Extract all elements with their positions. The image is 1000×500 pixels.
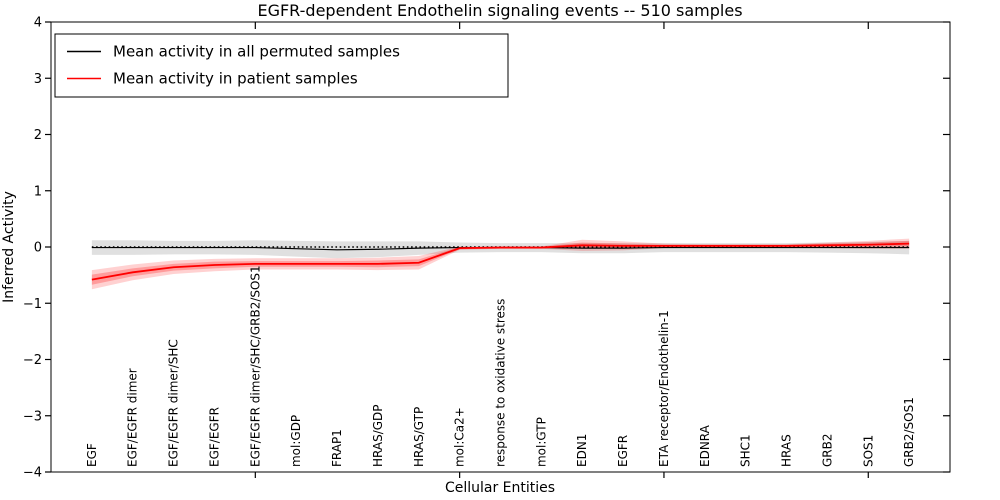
x-category-label: EDNRA bbox=[698, 424, 712, 467]
x-category-label: GRB2 bbox=[820, 433, 834, 467]
legend: Mean activity in all permuted samples Me… bbox=[54, 33, 509, 98]
x-category-label: HRAS/GDP bbox=[371, 404, 385, 467]
y-tick-label: 4 bbox=[34, 16, 42, 31]
x-category-label: EGF/EGFR dimer bbox=[126, 368, 140, 467]
x-category-label: ETA receptor/Endothelin-1 bbox=[657, 310, 671, 467]
permuted-confidence-band bbox=[91, 240, 910, 259]
y-tick-label: −3 bbox=[23, 409, 42, 424]
x-category-label: HRAS bbox=[780, 434, 794, 467]
patient-mean-line bbox=[91, 242, 910, 281]
y-tick-label: −2 bbox=[23, 353, 42, 368]
y-tick-label: 0 bbox=[34, 241, 42, 256]
plot-border bbox=[50, 21, 951, 473]
x-category-label: EGFR bbox=[616, 435, 630, 467]
x-category-label: HRAS/GTP bbox=[412, 407, 426, 467]
x-category-label: response to oxidative stress bbox=[494, 299, 508, 467]
x-category-label: EGF bbox=[85, 443, 99, 467]
y-tick-label: −4 bbox=[23, 466, 42, 481]
legend-permuted-label: Mean activity in all permuted samples bbox=[113, 43, 400, 61]
x-category-label: SHC1 bbox=[739, 434, 753, 467]
x-category-label: mol:Ca2+ bbox=[453, 407, 467, 467]
x-axis-label: Cellular Entities bbox=[445, 480, 555, 496]
y-tick-label: 3 bbox=[34, 72, 42, 87]
x-category-label: mol:GTP bbox=[534, 417, 548, 467]
y-axis-label: Inferred Activity bbox=[1, 191, 17, 303]
y-tick-label: 2 bbox=[34, 128, 42, 143]
x-category-label: SOS1 bbox=[861, 435, 875, 467]
x-category-label: EDN1 bbox=[575, 434, 589, 467]
x-category-label: EGF/EGFR dimer/SHC bbox=[167, 339, 181, 467]
chart-title: EGFR-dependent Endothelin signaling even… bbox=[257, 1, 742, 20]
x-category-label: mol:GDP bbox=[289, 415, 303, 467]
x-category-label: EGF/EGFR bbox=[207, 407, 221, 467]
x-category-label: EGF/EGFR dimer/SHC/GRB2/SOS1 bbox=[248, 265, 262, 467]
x-category-label: GRB2/SOS1 bbox=[902, 397, 916, 467]
y-tick-label: 1 bbox=[34, 184, 42, 199]
legend-box bbox=[54, 33, 509, 98]
y-tick-label: −1 bbox=[23, 297, 42, 312]
legend-patient-label: Mean activity in patient samples bbox=[113, 70, 358, 88]
plot-layer: −4 −3 −2 −1 0 1 2 3 4 EGF EGF/EGFR dimer EGF/EGFR d… bbox=[23, 16, 950, 481]
x-category-label: FRAP1 bbox=[330, 429, 344, 467]
